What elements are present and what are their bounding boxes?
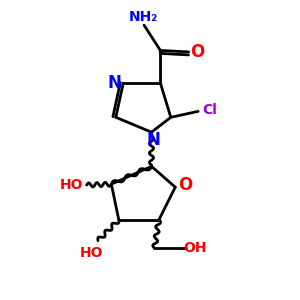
Text: N: N — [108, 74, 122, 92]
Text: HO: HO — [80, 246, 103, 260]
Text: N: N — [146, 131, 160, 149]
Text: O: O — [178, 176, 192, 194]
Text: Cl: Cl — [202, 103, 217, 117]
Text: NH₂: NH₂ — [129, 10, 158, 24]
Text: O: O — [190, 43, 205, 61]
Text: OH: OH — [183, 241, 207, 255]
Text: HO: HO — [59, 178, 83, 192]
